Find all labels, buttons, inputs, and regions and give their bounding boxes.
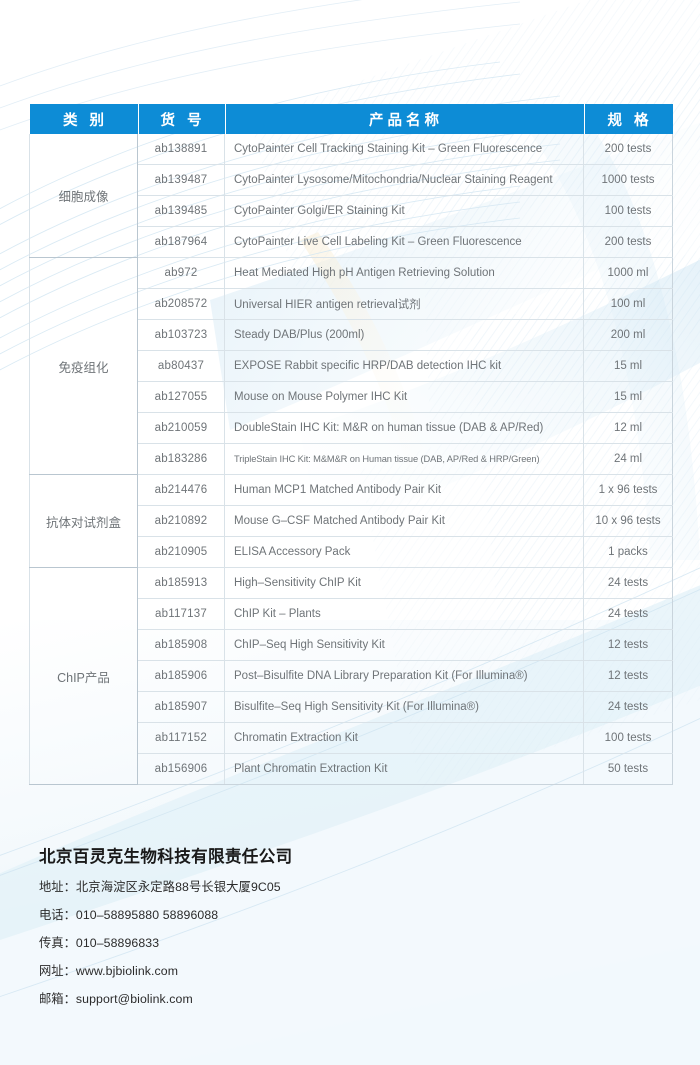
contact-info-list: 地址：北京海淀区永定路88号长银大厦9C05 电话：010–58895880 58… (39, 877, 559, 1007)
product-code-cell: ab208572 (137, 288, 225, 320)
product-name-cell: High–Sensitivity ChIP Kit (224, 567, 584, 599)
product-spec-cell: 200 tests (583, 134, 673, 165)
product-spec-cell: 12 tests (583, 629, 673, 661)
product-spec-cell: 1000 tests (583, 164, 673, 196)
product-spec-cell: 1 x 96 tests (583, 474, 673, 506)
category-cell: 抗体对试剂盒 (29, 474, 138, 568)
product-spec-cell: 100 tests (583, 195, 673, 227)
product-spec-cell: 12 tests (583, 660, 673, 692)
product-code-cell: ab156906 (137, 753, 225, 785)
product-name-cell: ChIP–Seq High Sensitivity Kit (224, 629, 584, 661)
product-code-cell: ab139487 (137, 164, 225, 196)
column-header-category: 类 别 (29, 104, 138, 134)
product-spec-cell: 1 packs (583, 536, 673, 568)
table-body: 细胞成像 ab138891 CytoPainter Cell Tracking St… (29, 134, 673, 785)
product-name-cell: ELISA Accessory Pack (224, 536, 584, 568)
contact-line: 邮箱：support@biolink.com (39, 989, 559, 1007)
contact-label: 传真： (39, 936, 76, 950)
product-spec-cell: 100 tests (583, 722, 673, 754)
product-code-cell: ab117137 (137, 598, 225, 630)
category-cell: ChIP产品 (29, 567, 138, 785)
product-spec-cell: 10 x 96 tests (583, 505, 673, 537)
product-code-cell: ab185906 (137, 660, 225, 692)
product-spec-cell: 24 tests (583, 598, 673, 630)
column-header-spec: 规 格 (583, 104, 673, 134)
category-cell: 细胞成像 (29, 134, 138, 258)
product-code-cell: ab117152 (137, 722, 225, 754)
product-catalog-table-wrapper: 类 别 货 号 产品名称 规 格 细胞成像 ab138891 CytoPainter… (29, 104, 673, 785)
product-code-cell: ab103723 (137, 319, 225, 351)
table-row: 免疫组化 ab972 Heat Mediated High pH Antigen R… (29, 257, 673, 475)
contact-label: 电话： (39, 908, 76, 922)
product-name-cell: Steady DAB/Plus (200ml) (224, 319, 584, 351)
product-spec-cell: 24 tests (583, 567, 673, 599)
product-name-cell: Universal HIER antigen retrieval试剂 (224, 288, 584, 320)
product-code-cell: ab210905 (137, 536, 225, 568)
product-spec-cell: 24 tests (583, 691, 673, 723)
product-name-cell: Heat Mediated High pH Antigen Retrieving… (224, 257, 584, 289)
product-name-cell: Human MCP1 Matched Antibody Pair Kit (224, 474, 584, 506)
product-code-cell: ab80437 (137, 350, 225, 382)
contact-value: support@biolink.com (75, 992, 193, 1006)
table-row: 抗体对试剂盒 ab214476 Human MCP1 Matched Antibod… (29, 474, 673, 568)
product-name-cell: TripleStain IHC Kit: M&M&R on Human tiss… (224, 443, 584, 475)
contact-value: 北京海淀区永定路88号长银大厦9C05 (75, 880, 281, 894)
column-header-code: 货 号 (137, 104, 225, 134)
product-name-cell: Post–Bisulfite DNA Library Preparation K… (224, 660, 584, 692)
contact-label: 地址： (39, 880, 76, 894)
product-spec-cell: 50 tests (583, 753, 673, 785)
product-catalog-table: 类 别 货 号 产品名称 规 格 细胞成像 ab138891 CytoPainter… (29, 104, 673, 785)
company-name: 北京百灵克生物科技有限责任公司 (39, 848, 293, 866)
product-code-cell: ab138891 (137, 134, 225, 165)
product-spec-cell: 200 tests (583, 226, 673, 258)
table-header-row: 类 别 货 号 产品名称 规 格 (29, 104, 673, 134)
product-code-cell: ab183286 (137, 443, 225, 475)
contact-line: 传真：010–58896833 (39, 933, 559, 951)
product-spec-cell: 200 ml (583, 319, 673, 351)
contact-label: 网址： (39, 964, 76, 978)
product-code-cell: ab187964 (137, 226, 225, 258)
product-name-cell: CytoPainter Lysosome/Mitochondria/Nuclea… (224, 164, 584, 196)
company-footer: 北京百灵克生物科技有限责任公司 地址：北京海淀区永定路88号长银大厦9C05 电话… (39, 843, 559, 1017)
product-spec-cell: 15 ml (583, 381, 673, 413)
table-row: 细胞成像 ab138891 CytoPainter Cell Tracking St… (29, 134, 673, 258)
product-code-cell: ab139485 (137, 195, 225, 227)
product-spec-cell: 15 ml (583, 350, 673, 382)
product-spec-cell: 24 ml (583, 443, 673, 475)
contact-label: 邮箱： (39, 992, 76, 1006)
product-name-cell: Plant Chromatin Extraction Kit (224, 753, 584, 785)
product-name-cell: CytoPainter Golgi/ER Staining Kit (224, 195, 584, 227)
product-code-cell: ab210059 (137, 412, 225, 444)
product-name-cell: Mouse G–CSF Matched Antibody Pair Kit (224, 505, 584, 537)
product-name-cell: Bisulfite–Seq High Sensitivity Kit (For … (224, 691, 584, 723)
contact-value: 010–58896833 (75, 936, 160, 950)
column-header-name: 产品名称 (224, 104, 584, 134)
product-name-cell: ChIP Kit – Plants (224, 598, 584, 630)
product-code-cell: ab210892 (137, 505, 225, 537)
product-code-cell: ab127055 (137, 381, 225, 413)
category-cell: 免疫组化 (29, 257, 138, 475)
table-header: 类 别 货 号 产品名称 规 格 (29, 104, 673, 134)
product-code-cell: ab185913 (137, 567, 225, 599)
product-code-cell: ab214476 (137, 474, 225, 506)
product-code-cell: ab185908 (137, 629, 225, 661)
product-name-cell: CytoPainter Live Cell Labeling Kit – Gre… (224, 226, 584, 258)
product-code-cell: ab185907 (137, 691, 225, 723)
product-spec-cell: 100 ml (583, 288, 673, 320)
product-code-cell: ab972 (137, 257, 225, 289)
product-spec-cell: 12 ml (583, 412, 673, 444)
product-name-cell: EXPOSE Rabbit specific HRP/DAB detection… (224, 350, 584, 382)
contact-line: 地址：北京海淀区永定路88号长银大厦9C05 (39, 877, 559, 895)
contact-line: 电话：010–58895880 58896088 (39, 905, 559, 923)
product-spec-cell: 1000 ml (583, 257, 673, 289)
product-name-cell: Mouse on Mouse Polymer IHC Kit (224, 381, 584, 413)
product-name-cell: DoubleStain IHC Kit: M&R on human tissue… (224, 412, 584, 444)
product-name-cell: Chromatin Extraction Kit (224, 722, 584, 754)
contact-line: 网址：www.bjbiolink.com (39, 961, 559, 979)
table-row: ChIP产品 ab185913 High–Sensitivity ChIP Kit 2… (29, 567, 673, 785)
contact-value: 010–58895880 58896088 (75, 908, 219, 922)
contact-value: www.bjbiolink.com (75, 964, 179, 978)
product-name-cell: CytoPainter Cell Tracking Staining Kit –… (224, 134, 584, 165)
